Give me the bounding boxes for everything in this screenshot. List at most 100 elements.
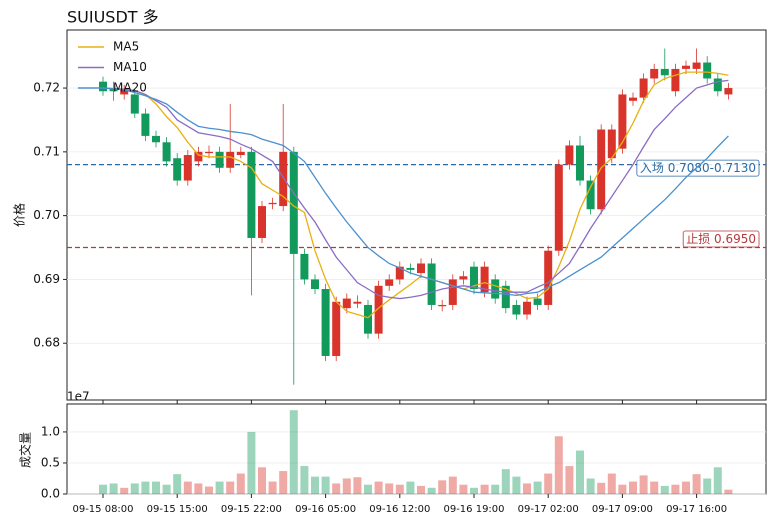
candle-body <box>713 78 722 92</box>
volume-bar <box>713 467 722 494</box>
candle-body <box>194 151 203 162</box>
volume-bar <box>279 471 288 494</box>
y-tick-label: 0.70 <box>33 208 60 222</box>
volume-bar <box>183 481 192 494</box>
volume-bar <box>321 476 330 494</box>
candle-body <box>385 279 394 286</box>
volume-bar <box>459 484 468 494</box>
y-tick-label: 0.5 <box>41 455 60 469</box>
volume-bar <box>448 476 457 494</box>
candle-body <box>607 129 616 159</box>
candle-body <box>205 151 213 154</box>
candle-body <box>576 145 584 181</box>
candle-body <box>258 206 266 238</box>
volume-bar <box>395 484 404 494</box>
candle-body <box>427 263 436 305</box>
volume-bar <box>247 431 256 494</box>
x-tick-label: 09-16 05:00 <box>295 504 356 515</box>
ma-line <box>102 79 729 300</box>
volume-bar <box>629 481 637 494</box>
volume-bar <box>417 485 425 494</box>
candle-body <box>703 62 712 79</box>
candle-body <box>353 301 362 304</box>
volume-bar <box>427 487 436 494</box>
candle-body <box>236 151 245 156</box>
volume-bar <box>692 474 701 494</box>
candle-body <box>448 279 457 305</box>
level-label-box <box>636 159 760 177</box>
volume-bar <box>470 487 478 494</box>
y-axis-label: 价格 <box>12 203 27 227</box>
candle-body <box>120 89 129 95</box>
volume-bar <box>99 484 107 494</box>
legend-label: MA5 <box>113 40 139 54</box>
candle-body <box>618 94 627 149</box>
volume-bar <box>607 473 616 494</box>
candle-body <box>629 97 637 101</box>
volume-bar <box>300 466 309 494</box>
volume-bar <box>544 473 553 494</box>
candle-body <box>183 155 192 181</box>
candle-body <box>650 68 659 79</box>
volume-bar <box>364 484 372 494</box>
volume-bar <box>385 483 394 494</box>
volume-bar <box>618 484 627 494</box>
candle-body <box>512 304 521 315</box>
y-tick-label: 0.72 <box>33 81 60 95</box>
x-tick-label: 09-15 15:00 <box>147 504 208 515</box>
chart-title: SUIUSDT 多 <box>67 8 159 27</box>
legend-label: MA10 <box>113 60 147 74</box>
ma-line <box>102 71 729 319</box>
candle-body <box>152 135 160 143</box>
x-tick-label: 09-16 12:00 <box>369 504 430 515</box>
volume-bar <box>480 484 489 494</box>
candle-body <box>491 279 500 299</box>
candle-body <box>374 285 383 334</box>
volume-bar <box>353 477 362 494</box>
volume-bar <box>533 481 542 494</box>
volume-bar <box>130 483 139 494</box>
candle-body <box>215 151 224 168</box>
candle-body <box>586 180 595 210</box>
volume-bar <box>374 481 383 494</box>
volume-bar <box>438 480 447 494</box>
level-label-box <box>682 230 760 248</box>
volume-bar <box>703 478 712 494</box>
volume-bar <box>491 484 500 494</box>
candle-body <box>597 129 606 210</box>
candle-body <box>682 65 690 69</box>
volume-bar <box>671 484 680 494</box>
candle-body <box>321 289 330 356</box>
volume-bar <box>639 475 648 494</box>
volume-bar <box>650 481 659 494</box>
volume-bar <box>682 481 690 494</box>
volume-bar <box>342 478 351 494</box>
candle-body <box>226 151 235 168</box>
x-tick-label: 09-17 09:00 <box>592 504 653 515</box>
y-tick-label: 0.71 <box>33 144 60 158</box>
volume-bar <box>586 478 595 494</box>
x-tick-label: 09-17 02:00 <box>518 504 579 515</box>
level-label: 入场 0.7080-0.7130 <box>640 161 756 175</box>
candle-body <box>173 158 182 181</box>
volume-bar <box>162 484 171 494</box>
candle-body <box>109 88 118 92</box>
x-tick-label: 09-16 19:00 <box>443 504 504 515</box>
volume-bar <box>501 469 510 494</box>
candle-body <box>533 298 542 305</box>
volume-bar <box>311 476 319 494</box>
volume-bar <box>258 467 266 494</box>
candle-body <box>470 266 478 289</box>
candle-body <box>417 263 425 274</box>
candle-body <box>130 94 139 114</box>
volume-bar <box>332 483 341 494</box>
candle-body <box>289 151 298 254</box>
candle-body <box>724 88 733 95</box>
volume-bar <box>194 483 203 494</box>
candle-body <box>162 142 171 162</box>
candle-body <box>99 81 107 92</box>
y-tick-label: 0.0 <box>41 487 60 501</box>
candle-body <box>342 298 351 309</box>
volume-bar <box>109 483 118 494</box>
